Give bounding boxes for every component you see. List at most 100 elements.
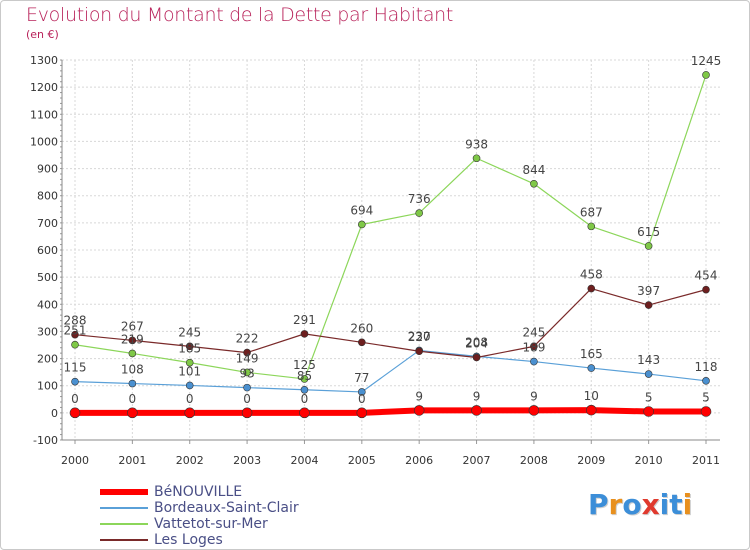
data-label: 288 bbox=[64, 314, 87, 328]
data-point bbox=[128, 336, 137, 345]
data-point bbox=[243, 348, 251, 357]
data-label: 77 bbox=[354, 371, 369, 385]
x-tick-label: 2011 bbox=[692, 454, 720, 467]
data-point bbox=[530, 342, 538, 351]
data-label: 115 bbox=[64, 361, 87, 375]
logo-letter: o bbox=[622, 488, 642, 521]
data-point bbox=[415, 347, 423, 356]
y-tick-label: 700 bbox=[37, 217, 58, 230]
logo-letter: P bbox=[588, 488, 609, 521]
data-point bbox=[472, 154, 481, 163]
data-label: 222 bbox=[236, 332, 259, 346]
y-tick-label: 100 bbox=[37, 380, 58, 393]
data-point bbox=[71, 330, 79, 339]
data-point bbox=[71, 377, 79, 386]
series-line bbox=[74, 349, 707, 393]
data-point bbox=[128, 349, 137, 358]
data-label: 0 bbox=[129, 392, 137, 406]
data-label: 118 bbox=[695, 360, 718, 374]
x-tick-label: 2001 bbox=[118, 454, 146, 467]
x-tick-label: 2000 bbox=[61, 454, 89, 467]
data-label: 149 bbox=[236, 351, 259, 365]
x-tick-label: 2006 bbox=[405, 454, 433, 467]
logo-letter: x bbox=[641, 488, 660, 521]
data-point bbox=[300, 330, 309, 338]
data-point bbox=[128, 379, 137, 388]
x-tick-label: 2010 bbox=[635, 454, 663, 467]
data-point bbox=[471, 405, 482, 416]
series-line bbox=[74, 74, 707, 380]
data-point bbox=[243, 383, 251, 392]
y-tick-label: 400 bbox=[37, 298, 58, 311]
data-label: 397 bbox=[637, 284, 660, 298]
data-label: 204 bbox=[465, 336, 488, 350]
data-point bbox=[300, 385, 309, 394]
data-label: 0 bbox=[358, 392, 366, 406]
data-label: 615 bbox=[637, 225, 660, 239]
legend-swatch bbox=[100, 539, 148, 541]
legend-label: Bordeaux-Saint-Clair bbox=[154, 500, 299, 516]
data-point bbox=[587, 364, 596, 372]
data-point bbox=[702, 285, 710, 294]
data-label: 93 bbox=[239, 367, 254, 381]
legend-swatch bbox=[100, 523, 148, 525]
data-point bbox=[241, 407, 253, 419]
data-label: 189 bbox=[522, 341, 545, 355]
x-tick-label: 2005 bbox=[348, 454, 376, 467]
series-line bbox=[74, 287, 707, 359]
y-tick-label: 600 bbox=[37, 244, 58, 257]
chart-subtitle: (en €) bbox=[26, 28, 59, 41]
data-point bbox=[644, 242, 653, 250]
data-point bbox=[243, 368, 251, 377]
x-tick-label: 2007 bbox=[463, 454, 491, 467]
data-label: 687 bbox=[580, 205, 603, 219]
data-point bbox=[587, 222, 596, 231]
chart-title: Evolution du Montant de la Dette par Hab… bbox=[26, 4, 454, 26]
data-label: 143 bbox=[637, 353, 660, 367]
y-tick-label: 500 bbox=[37, 271, 58, 284]
data-label: 0 bbox=[186, 392, 194, 406]
legend-swatch bbox=[100, 489, 148, 495]
data-point bbox=[185, 342, 194, 351]
data-point bbox=[585, 404, 597, 416]
series-line bbox=[72, 407, 709, 416]
data-point bbox=[127, 407, 138, 419]
y-tick-label: 1100 bbox=[30, 108, 58, 121]
data-point bbox=[185, 358, 194, 367]
y-tick-label: 0 bbox=[51, 407, 58, 420]
x-tick-label: 2009 bbox=[577, 454, 605, 467]
x-tick-label: 2004 bbox=[290, 454, 318, 467]
data-point bbox=[530, 357, 538, 366]
legend-label: Les Loges bbox=[154, 532, 223, 548]
logo-letter: r bbox=[608, 488, 623, 521]
data-label: 227 bbox=[408, 330, 431, 344]
x-tick-label: 2003 bbox=[233, 454, 261, 467]
data-label: 245 bbox=[522, 325, 545, 339]
data-point bbox=[700, 406, 712, 417]
y-tick-label: 1000 bbox=[30, 135, 58, 148]
data-point bbox=[185, 381, 194, 390]
data-point bbox=[528, 405, 540, 416]
data-point bbox=[358, 220, 366, 229]
data-label: 230 bbox=[408, 329, 431, 343]
data-point bbox=[356, 407, 368, 419]
data-point bbox=[358, 388, 366, 396]
data-label: 101 bbox=[178, 364, 201, 378]
y-tick-label: 1200 bbox=[30, 81, 58, 94]
data-label: 208 bbox=[465, 335, 488, 349]
data-label: 9 bbox=[415, 389, 423, 403]
data-label: 165 bbox=[580, 347, 603, 361]
data-point bbox=[184, 407, 196, 419]
logo-letter: i bbox=[682, 488, 693, 521]
x-tick-label: 2008 bbox=[520, 454, 548, 467]
data-point bbox=[472, 353, 481, 362]
data-label: 185 bbox=[178, 342, 201, 356]
data-label: 108 bbox=[121, 363, 144, 377]
data-point bbox=[69, 407, 81, 419]
data-label: 5 bbox=[702, 391, 710, 405]
data-label: 5 bbox=[645, 391, 653, 405]
legend-label: Vattetot-sur-Mer bbox=[154, 516, 268, 532]
data-label: 844 bbox=[522, 163, 545, 177]
proxiti-logo: Proxiti bbox=[588, 488, 692, 521]
